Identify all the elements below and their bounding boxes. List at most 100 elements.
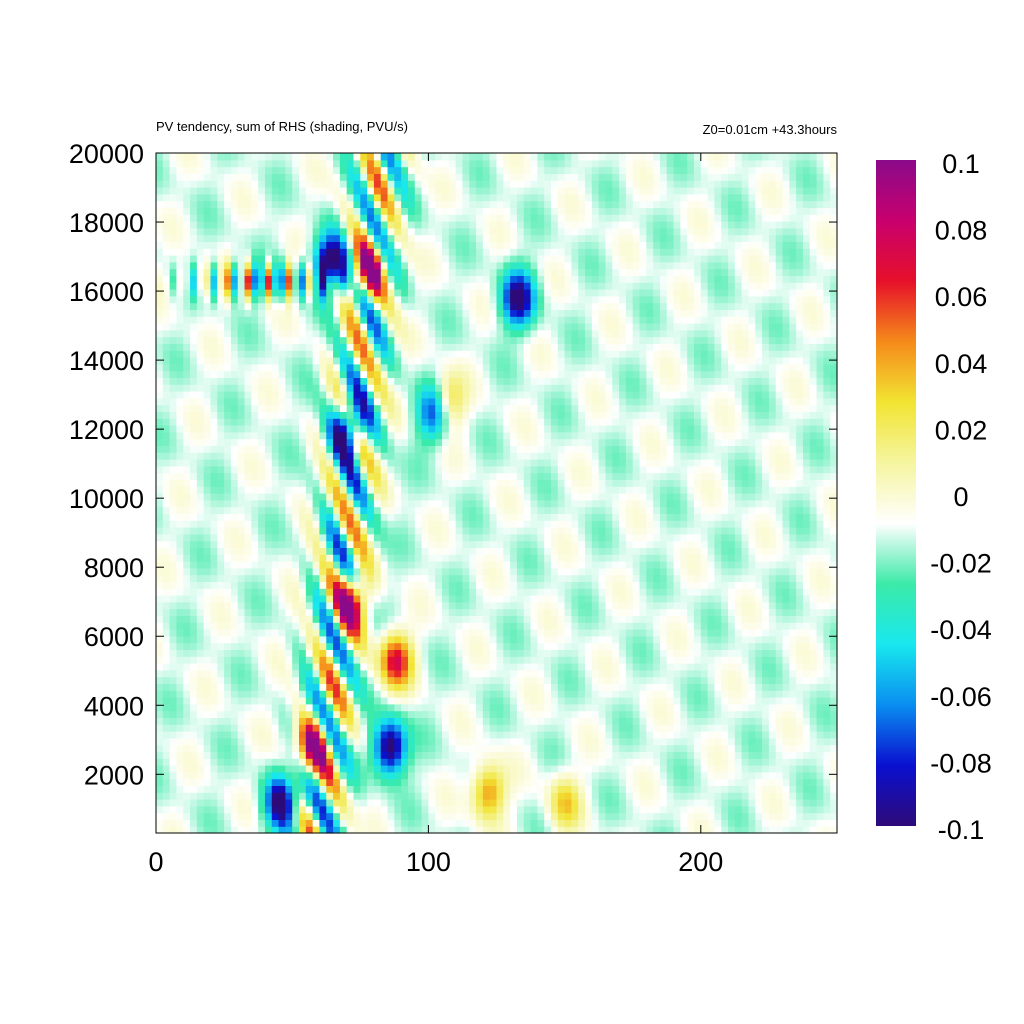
heatmap-cell <box>244 499 252 508</box>
heatmap-cell <box>557 499 566 508</box>
heatmap-cell <box>414 717 423 725</box>
heatmap-cell <box>585 635 593 644</box>
heatmap-cell <box>816 554 824 562</box>
heatmap-cell <box>224 506 232 514</box>
heatmap-cell <box>659 697 668 705</box>
heatmap-cell <box>360 561 368 569</box>
heatmap-cell <box>707 751 716 759</box>
heatmap-cell <box>537 574 545 582</box>
heatmap-cell <box>516 608 525 616</box>
heatmap-cell <box>401 819 409 827</box>
heatmap-cell <box>435 703 443 712</box>
heatmap-cell <box>462 663 470 671</box>
heatmap-cell <box>183 540 191 548</box>
heatmap-cell <box>319 737 327 746</box>
heatmap-cell <box>734 608 743 616</box>
heatmap-cell <box>482 731 491 739</box>
heatmap-cell <box>782 799 790 807</box>
heatmap-cell <box>496 710 504 718</box>
heatmap-cell <box>333 676 341 684</box>
heatmap-cell <box>162 812 171 820</box>
heatmap-cell <box>339 819 348 827</box>
heatmap-cell <box>693 622 702 630</box>
heatmap-cell <box>462 520 470 528</box>
heatmap-cell <box>360 819 368 827</box>
heatmap-cell <box>401 635 409 644</box>
heatmap-cell <box>796 771 804 780</box>
heatmap-cell <box>217 799 225 807</box>
heatmap-cell <box>768 601 777 610</box>
heatmap-cell <box>373 717 382 725</box>
heatmap-cell <box>442 669 450 678</box>
heatmap-cell <box>564 499 573 508</box>
heatmap-cell <box>530 493 538 501</box>
heatmap-cell <box>394 697 402 705</box>
heatmap-cell <box>625 751 634 759</box>
heatmap-cell <box>373 540 382 548</box>
heatmap-cell <box>224 792 232 800</box>
heatmap-cell <box>530 812 538 820</box>
heatmap-cell <box>237 622 246 630</box>
heatmap-cell <box>435 554 443 562</box>
heatmap-cell <box>585 581 593 589</box>
heatmap-cell <box>237 676 246 684</box>
heatmap-cell <box>544 765 552 773</box>
heatmap-cell <box>510 520 518 528</box>
heatmap-cell <box>442 513 450 521</box>
heatmap-cell <box>367 547 375 555</box>
heatmap-cell <box>796 547 804 555</box>
heatmap-cell <box>278 710 286 718</box>
heatmap-cell <box>816 676 824 684</box>
heatmap-cell <box>557 615 566 623</box>
heatmap-cell <box>203 588 212 596</box>
heatmap-cell <box>339 737 348 746</box>
heatmap-cell <box>339 642 348 650</box>
heatmap-cell <box>476 724 484 732</box>
heatmap-cell <box>768 737 777 746</box>
heatmap-cell <box>312 574 321 582</box>
heatmap-cell <box>639 588 647 596</box>
heatmap-cell <box>564 581 573 589</box>
heatmap-cell <box>428 499 436 508</box>
heatmap-cell <box>537 703 545 712</box>
heatmap-cell <box>469 771 477 780</box>
heatmap-cell <box>741 540 750 548</box>
heatmap-cell <box>183 676 191 684</box>
heatmap-cell <box>230 499 239 508</box>
heatmap-cell <box>346 601 355 610</box>
heatmap-cell <box>625 765 634 773</box>
heatmap-cell <box>666 819 675 827</box>
heatmap-cell <box>707 669 716 678</box>
heatmap-cell <box>373 533 382 542</box>
heatmap-cell <box>210 690 218 698</box>
heatmap-cell <box>619 785 627 793</box>
heatmap-cell <box>333 703 341 712</box>
heatmap-cell <box>183 697 191 705</box>
heatmap-cell <box>203 574 212 582</box>
heatmap-cell <box>183 615 191 623</box>
heatmap-cell <box>707 554 716 562</box>
heatmap-cell <box>571 649 579 657</box>
heatmap-cell <box>482 676 491 684</box>
heatmap-cell <box>183 751 191 759</box>
heatmap-cell <box>537 588 545 596</box>
heatmap-cell <box>428 792 436 800</box>
heatmap-cell <box>183 826 191 834</box>
heatmap-cell <box>605 792 613 800</box>
heatmap-cell <box>830 785 838 793</box>
heatmap-cell <box>537 676 545 684</box>
heatmap-cell <box>251 669 259 678</box>
heatmap-cell <box>564 527 573 535</box>
heatmap-cell <box>700 574 709 582</box>
heatmap-cell <box>775 601 784 610</box>
heatmap-cell <box>721 765 729 773</box>
heatmap-cell <box>285 588 293 596</box>
heatmap-cell <box>768 771 777 780</box>
heatmap-cell <box>217 771 225 780</box>
heatmap-cell <box>448 758 457 766</box>
heatmap-cell <box>428 567 436 576</box>
heatmap-cell <box>666 649 675 657</box>
heatmap-cell <box>442 554 450 562</box>
heatmap-cell <box>796 703 804 712</box>
heatmap-cell <box>278 792 286 800</box>
